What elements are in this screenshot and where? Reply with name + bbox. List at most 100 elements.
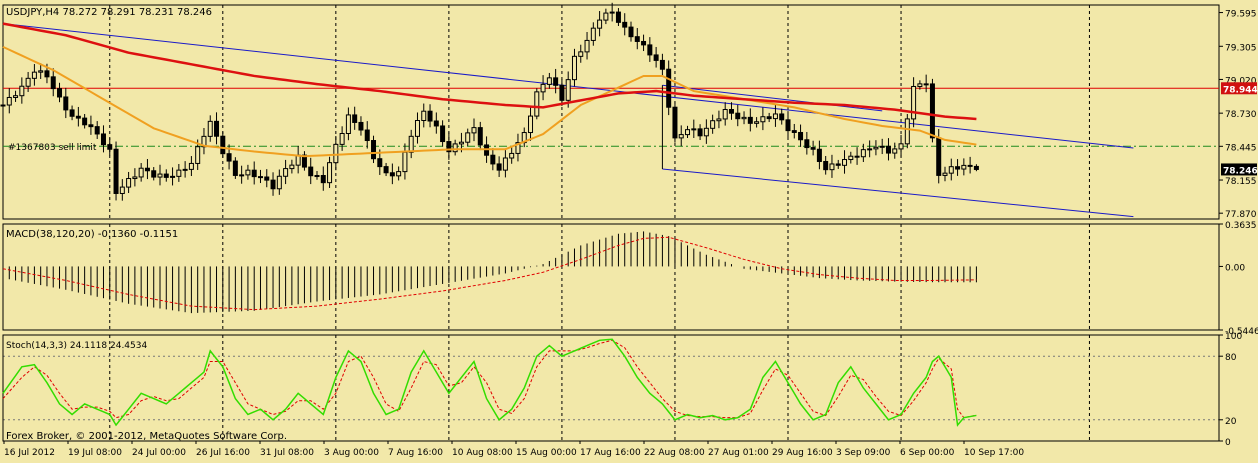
candle-body[interactable] — [75, 115, 81, 119]
candle-body[interactable] — [628, 26, 634, 38]
candle-body[interactable] — [571, 55, 577, 81]
candle-body[interactable] — [546, 77, 552, 85]
candle-body[interactable] — [358, 121, 364, 131]
candle-body[interactable] — [239, 174, 245, 177]
trendline-lower[interactable] — [662, 168, 1134, 218]
candle-body[interactable] — [672, 106, 678, 139]
candle-body[interactable] — [276, 175, 282, 190]
candle-body[interactable] — [540, 83, 546, 93]
candle-body[interactable] — [515, 142, 521, 154]
candle-body[interactable] — [408, 135, 414, 153]
candle-body[interactable] — [534, 91, 540, 117]
candle-body[interactable] — [245, 169, 251, 176]
candle-body[interactable] — [414, 120, 420, 137]
candle-body[interactable] — [333, 143, 339, 164]
candle-body[interactable] — [528, 115, 534, 134]
candle-body[interactable] — [320, 175, 326, 184]
candle-body[interactable] — [578, 51, 584, 57]
macd-pane[interactable] — [2, 231, 977, 314]
candle-body[interactable] — [685, 129, 691, 136]
candle-body[interactable] — [471, 127, 477, 134]
candle-body[interactable] — [257, 176, 263, 179]
candle-body[interactable] — [19, 85, 25, 97]
candle-body[interactable] — [270, 179, 276, 190]
candle-body[interactable] — [371, 140, 377, 160]
candle-body[interactable] — [760, 116, 766, 123]
candle-body[interactable] — [766, 116, 772, 120]
candle-body[interactable] — [364, 129, 370, 142]
candle-body[interactable] — [308, 166, 314, 177]
candle-body[interactable] — [63, 96, 69, 111]
candle-body[interactable] — [735, 112, 741, 120]
candle-body[interactable] — [490, 154, 496, 165]
candle-body[interactable] — [264, 176, 270, 181]
candle-body[interactable] — [427, 110, 433, 122]
candle-body[interactable] — [710, 120, 716, 129]
candle-body[interactable] — [892, 148, 898, 154]
candle-body[interactable] — [622, 21, 628, 28]
candle-body[interactable] — [0, 104, 6, 107]
candle-body[interactable] — [967, 164, 973, 167]
candle-body[interactable] — [389, 172, 395, 177]
candle-body[interactable] — [848, 155, 854, 161]
candle-body[interactable] — [666, 68, 672, 108]
candle-body[interactable] — [829, 163, 835, 171]
candle-body[interactable] — [898, 143, 904, 150]
candle-body[interactable] — [791, 130, 797, 133]
candle-body[interactable] — [232, 160, 238, 176]
candle-body[interactable] — [879, 145, 885, 148]
candle-body[interactable] — [113, 148, 119, 194]
candle-body[interactable] — [948, 166, 954, 174]
candle-body[interactable] — [716, 118, 722, 122]
stoch-pane[interactable] — [2, 338, 977, 427]
candle-body[interactable] — [615, 11, 621, 23]
candle-body[interactable] — [433, 120, 439, 127]
candle-body[interactable] — [785, 119, 791, 132]
candle-body[interactable] — [917, 83, 923, 87]
candle-body[interactable] — [653, 54, 659, 61]
candle-body[interactable] — [458, 141, 464, 145]
candle-body[interactable] — [327, 162, 333, 184]
candle-body[interactable] — [157, 173, 163, 178]
candle-body[interactable] — [144, 167, 150, 172]
candle-body[interactable] — [502, 157, 508, 171]
candle-body[interactable] — [13, 95, 19, 98]
candle-body[interactable] — [678, 134, 684, 139]
candle-body[interactable] — [226, 153, 232, 162]
candle-body[interactable] — [402, 151, 408, 173]
candle-body[interactable] — [126, 178, 132, 188]
candle-body[interactable] — [38, 70, 44, 73]
candle-body[interactable] — [220, 135, 226, 155]
candle-body[interactable] — [100, 133, 106, 146]
candle-body[interactable] — [151, 170, 157, 178]
candle-body[interactable] — [929, 83, 935, 139]
candle-body[interactable] — [6, 96, 12, 106]
candle-body[interactable] — [207, 120, 213, 137]
candle-body[interactable] — [697, 128, 703, 137]
candle-body[interactable] — [816, 148, 822, 162]
candle-body[interactable] — [214, 120, 220, 137]
candle-body[interactable] — [609, 11, 615, 14]
candle-body[interactable] — [132, 176, 138, 180]
candle-body[interactable] — [779, 113, 785, 121]
candle-body[interactable] — [94, 126, 100, 135]
candle-body[interactable] — [722, 109, 728, 120]
candle-body[interactable] — [283, 168, 289, 177]
candle-body[interactable] — [904, 118, 910, 145]
candle-body[interactable] — [383, 166, 389, 174]
candle-body[interactable] — [352, 114, 358, 123]
candle-body[interactable] — [728, 109, 734, 114]
candle-body[interactable] — [176, 169, 182, 177]
candle-body[interactable] — [339, 133, 345, 145]
candle-body[interactable] — [31, 71, 37, 79]
candle-body[interactable] — [923, 83, 929, 86]
candle-body[interactable] — [44, 70, 50, 78]
candle-body[interactable] — [798, 131, 804, 141]
candle-body[interactable] — [107, 144, 113, 150]
candle-body[interactable] — [477, 127, 483, 146]
candle-body[interactable] — [590, 27, 596, 41]
candle-body[interactable] — [885, 145, 891, 154]
candle-body[interactable] — [873, 146, 879, 150]
